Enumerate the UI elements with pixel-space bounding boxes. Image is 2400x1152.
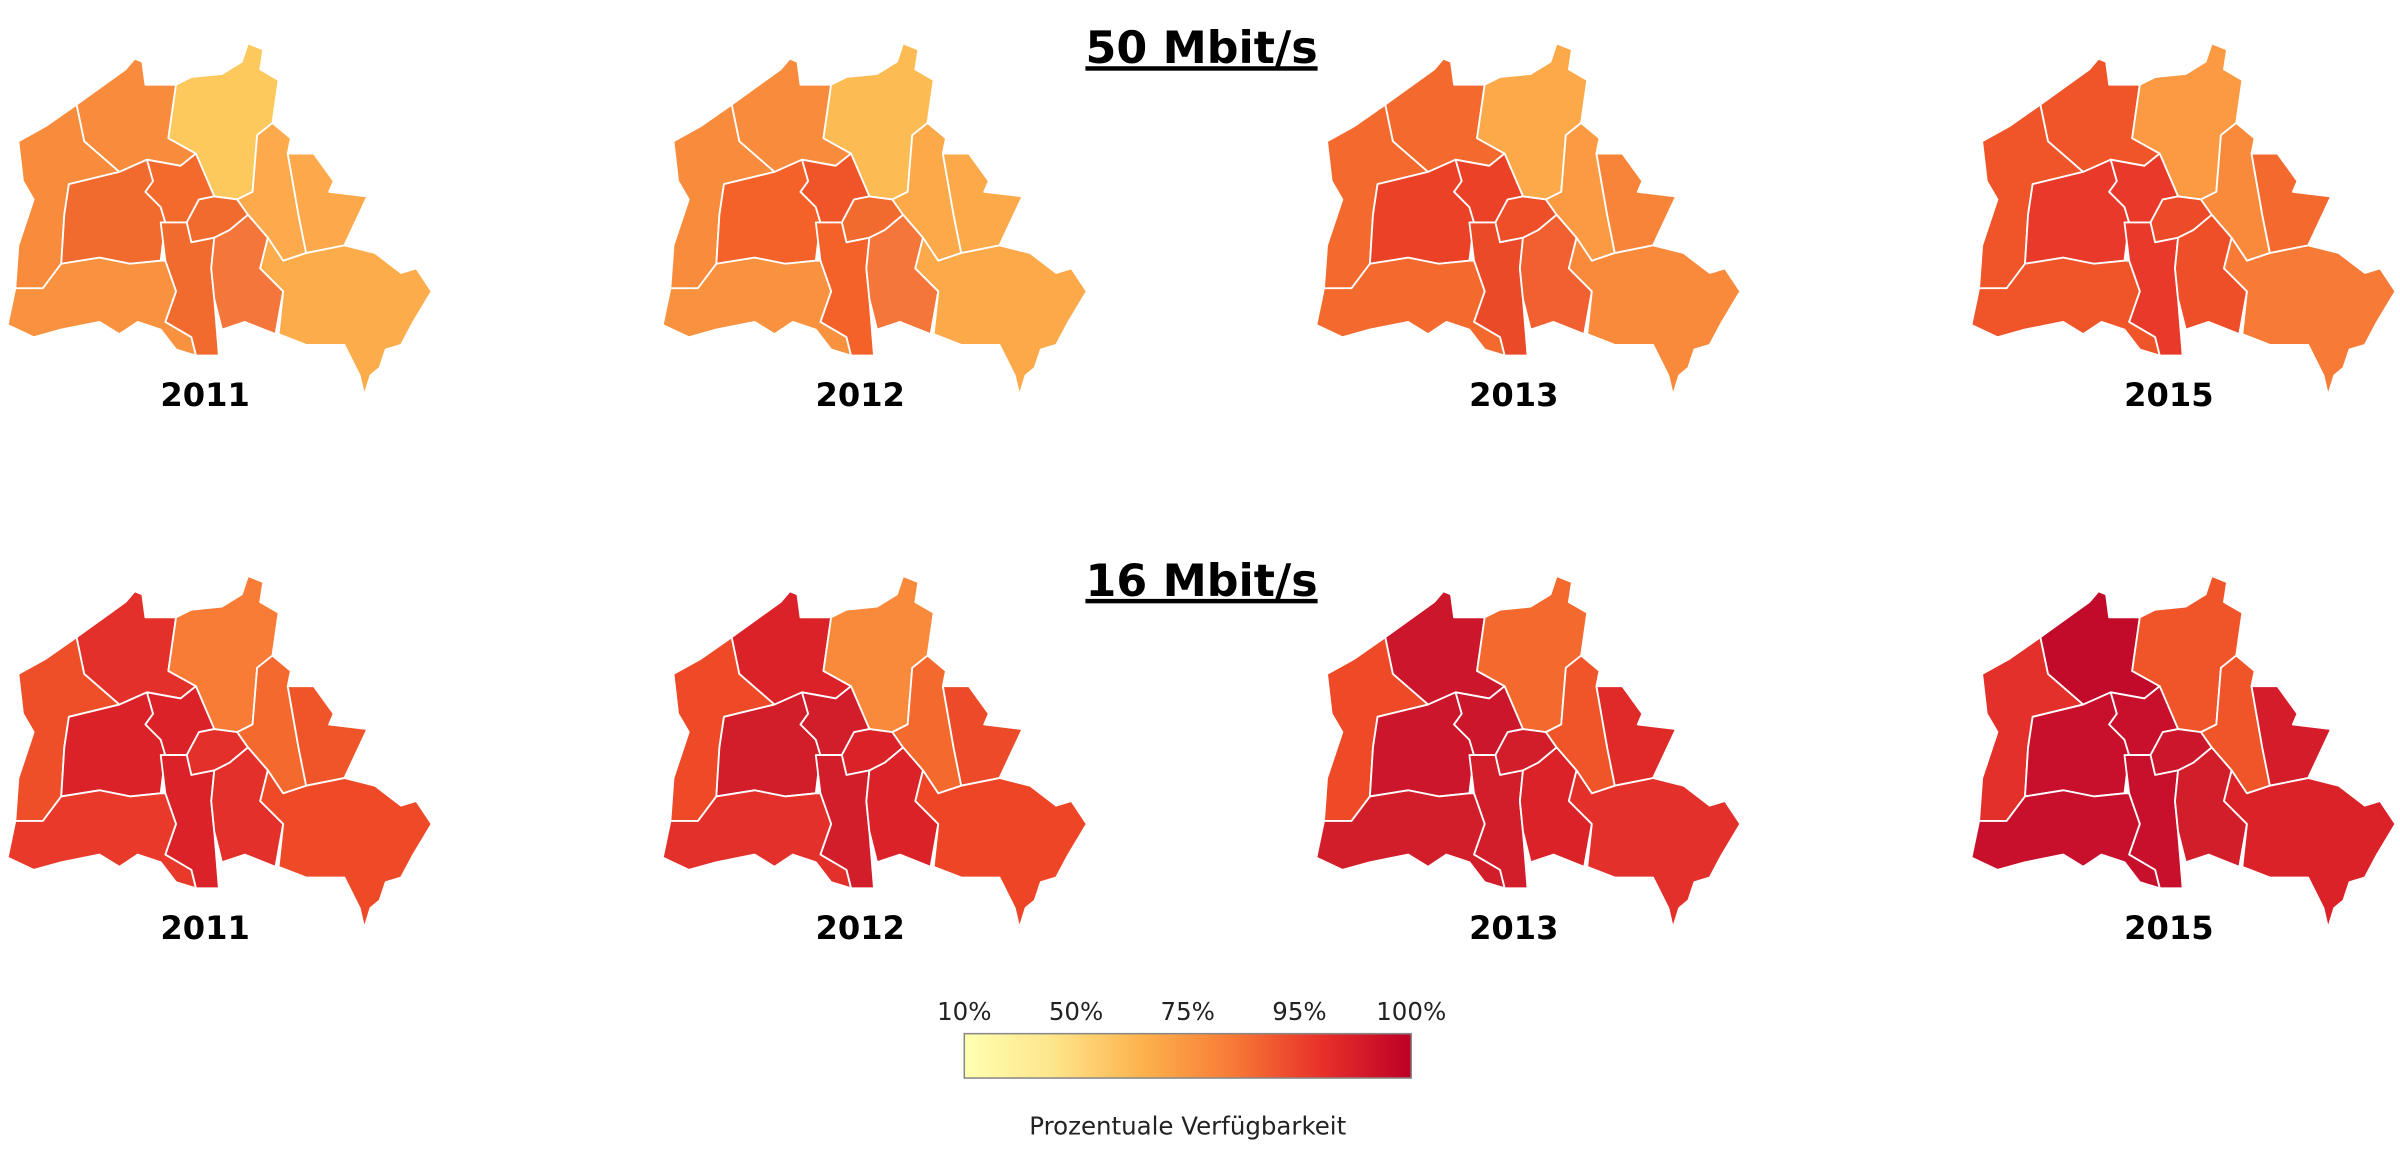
district — [1595, 152, 1677, 254]
map: 2013 — [1315, 42, 1742, 414]
district — [6, 256, 197, 357]
district — [2174, 746, 2248, 868]
legend-title: Prozentuale Verfügbarkeit — [1029, 1112, 1346, 1141]
district — [661, 256, 852, 357]
map: 2013 — [1315, 575, 1742, 947]
district — [6, 789, 197, 890]
district — [2223, 236, 2397, 397]
district — [210, 746, 285, 868]
district — [661, 789, 852, 890]
year-label: 2015 — [2124, 909, 2213, 947]
district — [1595, 685, 1677, 787]
map: 2012 — [661, 42, 1088, 414]
district — [286, 685, 369, 787]
district — [1315, 789, 1506, 890]
district — [210, 213, 285, 336]
panel-title: 16 Mbit/s — [1085, 556, 1317, 607]
panel-title: 50 Mbit/s — [1085, 23, 1317, 74]
year-label: 2011 — [160, 376, 249, 414]
district — [865, 746, 940, 868]
district — [1315, 256, 1506, 357]
legend-tick-label: 95% — [1272, 997, 1326, 1026]
district — [1567, 236, 1742, 397]
district — [2223, 769, 2397, 929]
legend-tick-label: 50% — [1049, 997, 1103, 1026]
district — [1567, 769, 1742, 929]
year-label: 2015 — [2124, 376, 2213, 414]
legend-bar — [963, 1032, 1412, 1079]
district — [1970, 256, 2161, 357]
map: 2011 — [6, 575, 433, 947]
map: 2015 — [1970, 575, 2397, 947]
district — [914, 236, 1088, 397]
year-label: 2011 — [160, 909, 249, 947]
district — [865, 213, 940, 336]
district — [1518, 746, 1593, 868]
district — [259, 769, 433, 929]
maps: 50 Mbit/s 2011 2012 2013 2015 16 Mbit/s 2011 20… — [6, 23, 2397, 947]
map: 2012 — [661, 575, 1088, 947]
year-label: 2013 — [1469, 376, 1558, 414]
district — [2250, 152, 2333, 254]
district — [941, 685, 1024, 787]
legend: Prozentuale Verfügbarkeit 10% 50% 75% 95% 10… — [937, 997, 1446, 1141]
year-label: 2012 — [815, 909, 904, 947]
legend-tick-label: 10% — [937, 997, 991, 1026]
year-label: 2012 — [815, 376, 904, 414]
map: 2015 — [1970, 42, 2397, 414]
district — [1518, 213, 1593, 336]
district — [941, 152, 1024, 254]
district — [2250, 685, 2333, 787]
district — [914, 769, 1088, 929]
map: 2011 — [6, 42, 433, 414]
district — [286, 152, 369, 254]
legend-tick-label: 100% — [1376, 997, 1446, 1026]
legend-tick-label: 75% — [1161, 997, 1215, 1026]
district — [259, 236, 433, 397]
year-label: 2013 — [1469, 909, 1558, 947]
district — [1970, 789, 2161, 890]
district — [2174, 213, 2248, 336]
